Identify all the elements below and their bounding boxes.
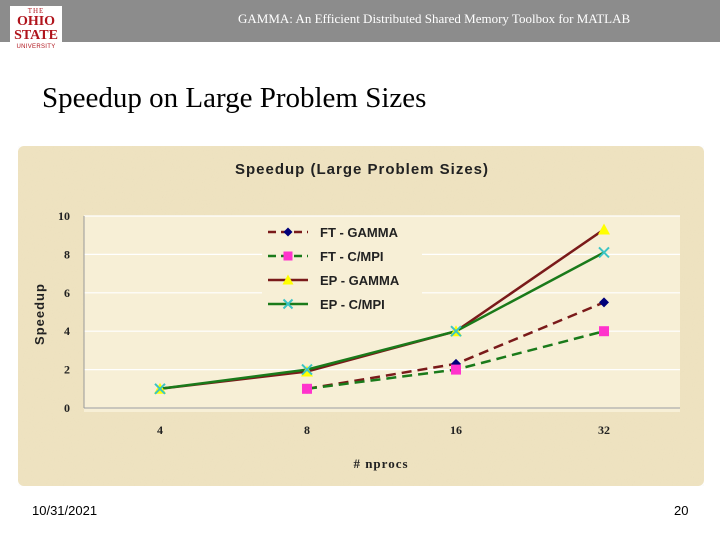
legend-marker xyxy=(283,227,293,237)
logo-bottom: UNIVERSITY xyxy=(16,44,56,50)
legend-label: EP - C/MPI xyxy=(320,297,385,312)
data-point xyxy=(599,297,609,308)
y-tick-label: 8 xyxy=(64,247,70,261)
data-point xyxy=(598,223,610,235)
y-tick-label: 2 xyxy=(64,363,70,377)
series-line-ep-c-mpi xyxy=(159,251,605,391)
series-group xyxy=(154,223,610,395)
legend-marker xyxy=(282,298,294,310)
speedup-chart: 0 2 4 6 8 10 4 8 16 32 FT - GAMMA FT - C/MPI EP - G… xyxy=(18,146,704,486)
logo-line2: STATE xyxy=(14,28,58,43)
legend-label: EP - GAMMA xyxy=(320,273,400,288)
legend-marker xyxy=(283,251,293,261)
legend-label: FT - GAMMA xyxy=(320,225,399,240)
axes: 0 2 4 6 8 10 4 8 16 32 xyxy=(58,209,680,437)
slide-title: Speedup on Large Problem Sizes xyxy=(42,82,427,114)
data-point xyxy=(301,363,313,376)
data-point xyxy=(599,326,609,337)
data-point xyxy=(154,383,166,395)
y-tick-label: 4 xyxy=(64,324,70,338)
footer-date: 10/31/2021 xyxy=(32,503,98,518)
header-title: GAMMA: An Efficient Distributed Shared M… xyxy=(238,11,631,26)
y-tick-label: 6 xyxy=(64,286,70,300)
data-point xyxy=(598,246,610,259)
data-point xyxy=(450,325,462,337)
x-tick-label: 32 xyxy=(598,423,610,437)
y-axis-label: Speedup xyxy=(32,283,47,345)
y-tick-label: 10 xyxy=(58,209,70,223)
legend-marker xyxy=(282,274,294,285)
chart-title: Speedup (Large Problem Sizes) xyxy=(235,161,489,178)
x-axis-label: # nprocs xyxy=(353,456,408,471)
page-number: 20 xyxy=(674,503,689,518)
university-logo: THE OHIO STATE UNIVERSITY xyxy=(10,6,62,62)
chart-frame: 0 2 4 6 8 10 4 8 16 32 FT - GAMMA FT - C/MPI EP - G… xyxy=(18,146,704,486)
data-point xyxy=(451,364,461,375)
x-tick-label: 8 xyxy=(304,423,310,437)
header-bar: GAMMA: An Efficient Distributed Shared M… xyxy=(0,0,720,42)
x-tick-label: 4 xyxy=(157,423,163,437)
legend: FT - GAMMA FT - C/MPI EP - GAMMA EP - C/MPI xyxy=(262,218,422,320)
x-tick-label: 16 xyxy=(450,423,462,437)
y-tick-label: 0 xyxy=(64,401,70,415)
logo-line1: OHIO xyxy=(16,14,56,29)
data-point xyxy=(302,383,312,394)
legend-label: FT - C/MPI xyxy=(320,249,384,264)
logo-top: THE xyxy=(27,7,45,15)
